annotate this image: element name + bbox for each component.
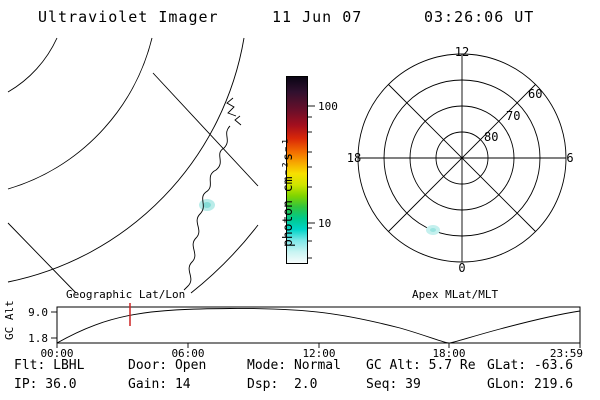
status-gain: Gain: 14 — [128, 377, 191, 392]
x-tick-label-1800: 18:00 — [432, 347, 465, 360]
clock-label-6: 6 — [566, 151, 573, 165]
geo-grid-arc — [8, 38, 152, 189]
x-tick-label-0000: 00:00 — [40, 347, 73, 360]
status-mode: Mode: Normal — [247, 358, 341, 373]
status-glat: GLat: -63.6 — [487, 358, 574, 373]
status-glon: GLon: 219.6 — [487, 377, 574, 392]
colorbar-tick-10: 10 — [318, 217, 332, 230]
clock-label-0: 0 — [458, 261, 465, 275]
x-tick-label-1200: 12:00 — [302, 347, 335, 360]
apex-polar-plot: 12 18 6 0 60 70 80 — [347, 45, 574, 275]
aurora-patch-geo-core — [203, 202, 211, 208]
clock-label-18: 18 — [347, 151, 361, 165]
status-door: Door: Open — [128, 358, 207, 373]
colorbar-tick-100: 100 — [318, 100, 338, 113]
x-tick-label-2359: 23:59 — [550, 347, 583, 360]
colorbar-gradient — [286, 76, 308, 264]
geographic-map-plot — [8, 38, 258, 293]
status-dsp: Dsp: 2.0 — [247, 377, 318, 392]
apex-panel-caption: Apex MLat/MLT — [412, 288, 499, 301]
coastline — [184, 98, 241, 290]
observation-time: 03:26:06 UT — [424, 8, 535, 26]
geo-grid-meridian — [8, 223, 76, 293]
geo-grid-arc — [8, 38, 244, 282]
observation-date: 11 Jun 07 — [272, 8, 363, 26]
geo-grid-arc — [8, 38, 57, 92]
y-axis-label: GC Alt — [3, 300, 16, 340]
mlat-label-60: 60 — [528, 87, 542, 101]
x-tick-label-0600: 06:00 — [171, 347, 204, 360]
mlat-label-70: 70 — [506, 109, 520, 123]
geo-grid-meridian — [153, 73, 258, 186]
geo-panel-caption: Geographic Lat/Lon — [66, 288, 186, 301]
polar-spoke-diagonal — [389, 85, 536, 232]
clock-label-12: 12 — [455, 45, 469, 59]
colorbar-unit-label: photon cm⁻²s⁻¹ — [281, 137, 296, 247]
timeline-frame — [57, 307, 580, 343]
geo-grid-arc — [191, 225, 258, 293]
app-title: Ultraviolet Imager — [38, 8, 219, 26]
status-seq: Seq: 39 — [366, 377, 421, 392]
colorbar-ticks — [286, 76, 328, 268]
status-ip: IP: 36.0 — [14, 377, 77, 392]
gc-alt-timeline-plot: GC Alt 9.0 1.8 00:00 06:00 12:00 18:00 2… — [3, 300, 583, 360]
aurora-patch-polar-core — [430, 228, 436, 232]
status-flt: Flt: LBHL — [14, 358, 85, 373]
status-gc-alt: GC Alt: 5.7 Re — [366, 358, 476, 373]
y-tick-label-top: 9.0 — [28, 306, 48, 319]
timeline-altitude-curve — [57, 308, 580, 343]
mlat-label-80: 80 — [484, 130, 498, 144]
y-tick-label-bottom: 1.8 — [28, 332, 48, 345]
